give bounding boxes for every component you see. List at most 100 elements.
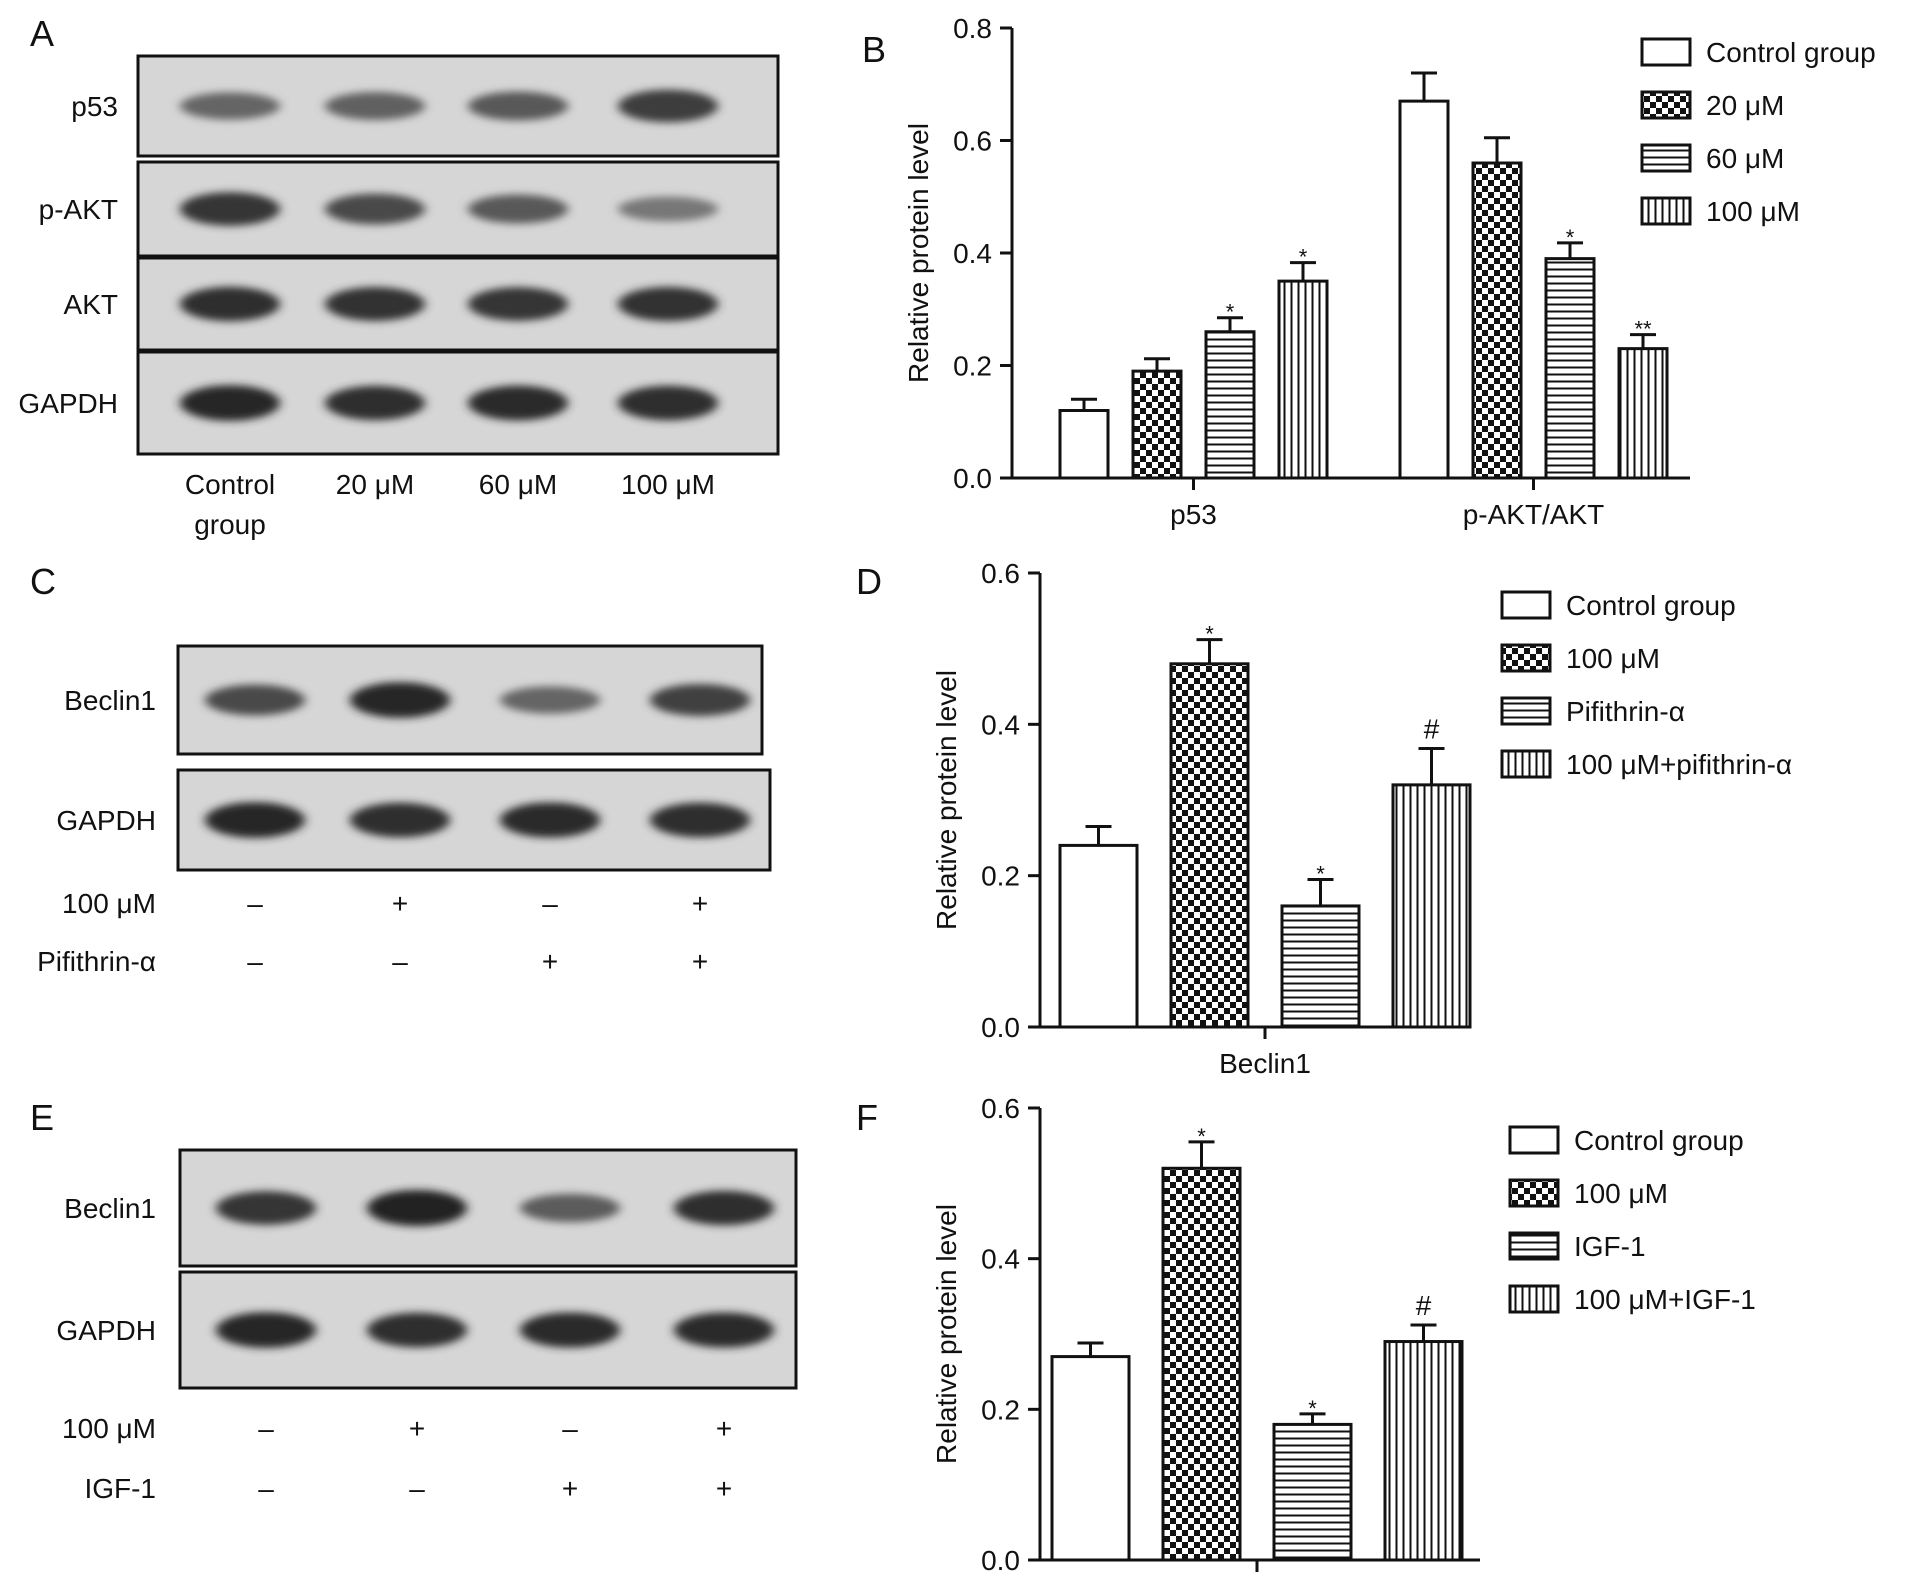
y-tick-label: 0.4 bbox=[981, 1244, 1020, 1275]
bar bbox=[1169, 662, 1250, 1029]
blot-Beclin1-band bbox=[674, 1190, 774, 1226]
bar bbox=[1277, 279, 1329, 480]
x-tick-label: Beclin1 bbox=[1219, 1048, 1311, 1079]
y-tick-label: 0.6 bbox=[981, 558, 1020, 589]
panel-letter: D bbox=[856, 561, 882, 602]
treatment-sign: + bbox=[692, 946, 708, 977]
treatment-label: 100 μM bbox=[62, 1413, 156, 1444]
significance-mark: * bbox=[1316, 861, 1325, 886]
bar bbox=[1058, 843, 1139, 1029]
panel-c: C Beclin1 GAPDH 100 μM – + – + Pifithrin-α – – + + bbox=[30, 561, 772, 977]
y-tick-label: 0.6 bbox=[953, 126, 992, 157]
lane-label: 100 μM bbox=[621, 469, 715, 500]
bar bbox=[1617, 347, 1669, 480]
y-tick-label: 0.4 bbox=[953, 238, 992, 269]
significance-mark: ** bbox=[1634, 317, 1652, 342]
treatment-sign: + bbox=[542, 946, 558, 977]
treatment-sign: – bbox=[247, 946, 263, 977]
blot-Beclin1-band bbox=[650, 684, 750, 716]
blot-p-AKT-band bbox=[180, 192, 280, 226]
legend-swatch bbox=[1500, 590, 1552, 620]
blot-Beclin1-band bbox=[500, 686, 600, 714]
chart-F: F 0.0 0.2 0.4 0.6 Relative protein level * * # Co… bbox=[856, 1093, 1756, 1572]
legend-label: Control group bbox=[1574, 1125, 1744, 1156]
blot-AKT-band bbox=[325, 287, 425, 321]
y-tick-label: 0.0 bbox=[953, 463, 992, 494]
panel-e: E Beclin1 GAPDH 100 μM – + – + IGF-1 – – + + bbox=[30, 1097, 798, 1504]
y-tick-label: 0.2 bbox=[981, 1394, 1020, 1425]
blot-p53-band bbox=[325, 92, 425, 120]
blot-p53-band bbox=[618, 89, 718, 123]
legend-swatch bbox=[1508, 1125, 1560, 1155]
blot-label: p-AKT bbox=[39, 194, 118, 225]
legend-label: Pifithrin-α bbox=[1566, 696, 1685, 727]
blot-Beclin1-band bbox=[367, 1189, 467, 1227]
blot-GAPDH-band bbox=[674, 1312, 774, 1348]
blot-AKT-band bbox=[618, 286, 718, 322]
x-tick-label: p53 bbox=[1170, 499, 1217, 530]
blot-GAPDH-band bbox=[500, 802, 600, 838]
legend-swatch bbox=[1500, 643, 1552, 673]
treatment-sign: – bbox=[258, 1473, 274, 1504]
blot-AKT-band bbox=[468, 287, 568, 321]
treatment-sign: + bbox=[716, 1413, 732, 1444]
y-tick-label: 0.0 bbox=[981, 1012, 1020, 1043]
treatment-sign: – bbox=[258, 1413, 274, 1444]
bar bbox=[1161, 1166, 1242, 1562]
legend-label: 100 μM+pifithrin-α bbox=[1566, 749, 1792, 780]
legend-label: IGF-1 bbox=[1574, 1231, 1646, 1262]
y-tick-label: 0.2 bbox=[981, 861, 1020, 892]
blot-label: Beclin1 bbox=[64, 1193, 156, 1224]
blot-Beclin1-band bbox=[205, 684, 305, 716]
blot-GAPDH-band bbox=[367, 1312, 467, 1348]
blot-label: GAPDH bbox=[56, 805, 156, 836]
panel-letter: E bbox=[30, 1097, 54, 1138]
significance-mark: * bbox=[1205, 622, 1214, 647]
significance-mark: * bbox=[1226, 300, 1235, 325]
x-tick-label: p-AKT/AKT bbox=[1463, 499, 1605, 530]
blot-GAPDH-band bbox=[325, 385, 425, 421]
blot-p53-band bbox=[468, 91, 568, 121]
blot-p-AKT-band bbox=[325, 193, 425, 225]
bar bbox=[1383, 1340, 1464, 1562]
blot-AKT-band bbox=[180, 286, 280, 322]
significance-mark: # bbox=[1416, 1290, 1432, 1321]
blot-GAPDH-band bbox=[520, 1312, 620, 1348]
blot-GAPDH-band bbox=[180, 385, 280, 421]
y-tick-label: 0.8 bbox=[953, 13, 992, 44]
bar bbox=[1544, 257, 1596, 480]
legend-label: 100 μM bbox=[1574, 1178, 1668, 1209]
blot-label: GAPDH bbox=[56, 1315, 156, 1346]
legend-label: Control group bbox=[1706, 37, 1876, 68]
y-axis-label: Relative protein level bbox=[931, 670, 962, 930]
y-tick-label: 0.2 bbox=[953, 351, 992, 382]
treatment-sign: – bbox=[562, 1413, 578, 1444]
y-tick-label: 0.6 bbox=[981, 1093, 1020, 1124]
bar bbox=[1058, 409, 1110, 480]
treatment-sign: + bbox=[409, 1413, 425, 1444]
blot-GAPDH-band bbox=[468, 385, 568, 421]
treatment-sign: + bbox=[716, 1473, 732, 1504]
panel-letter: B bbox=[862, 29, 886, 70]
legend-label: 100 μM+IGF-1 bbox=[1574, 1284, 1756, 1315]
bar bbox=[1280, 904, 1361, 1029]
legend-swatch bbox=[1508, 1178, 1560, 1208]
y-axis-label: Relative protein level bbox=[931, 1204, 962, 1464]
panel-letter: C bbox=[30, 561, 56, 602]
legend-label: 60 μM bbox=[1706, 143, 1784, 174]
blot-Beclin1-band bbox=[216, 1191, 316, 1225]
blot-label: p53 bbox=[71, 91, 118, 122]
bar bbox=[1050, 1355, 1131, 1562]
legend-swatch bbox=[1500, 696, 1552, 726]
legend-swatch bbox=[1508, 1231, 1560, 1261]
bar bbox=[1471, 161, 1523, 480]
blot-GAPDH-band bbox=[618, 385, 718, 421]
bar bbox=[1391, 783, 1472, 1029]
legend-label: 100 μM bbox=[1566, 643, 1660, 674]
significance-mark: # bbox=[1424, 714, 1440, 745]
blot-Beclin1-band bbox=[520, 1193, 620, 1223]
blot-label: Beclin1 bbox=[64, 685, 156, 716]
